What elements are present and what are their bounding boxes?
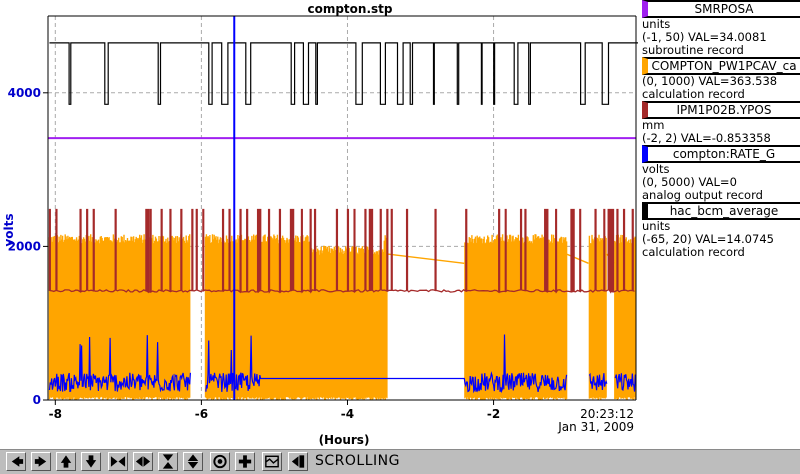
arrow-right-icon bbox=[34, 456, 47, 467]
config-button[interactable] bbox=[262, 452, 282, 471]
stop-button[interactable] bbox=[210, 452, 230, 471]
legend-pv-detail: analog output record bbox=[642, 188, 763, 202]
stop-icon bbox=[213, 454, 227, 469]
zoom-in-y-button[interactable] bbox=[158, 452, 178, 471]
legend-pv-detail: mm bbox=[642, 118, 665, 132]
series-ipm1p02b-ypos bbox=[48, 208, 635, 294]
legend-pv-name-button[interactable]: hac_bcm_average bbox=[642, 202, 800, 220]
legend-pv-detail: calculation record bbox=[642, 245, 745, 259]
y-tick-label: 2000 bbox=[8, 239, 41, 253]
zoom-out-x-button[interactable] bbox=[133, 452, 153, 471]
series-compton-pw1pcav bbox=[48, 234, 636, 401]
zoom-in-x-button[interactable] bbox=[108, 452, 128, 471]
legend-entry: COMPTON_PW1PCAV_ca (0, 1000) VAL=363.538 c… bbox=[638, 57, 800, 101]
legend-pv-detail: (-1, 50) VAL=34.0081 bbox=[642, 30, 767, 44]
legend-pv-detail: (0, 5000) VAL=0 bbox=[642, 175, 737, 189]
back-button[interactable] bbox=[288, 452, 308, 471]
y-tick-label: 4000 bbox=[8, 86, 41, 100]
zoom-in-y-icon bbox=[162, 454, 174, 469]
back-icon bbox=[291, 455, 305, 468]
arrow-left-button[interactable] bbox=[6, 452, 26, 471]
x-axis-ticks: -8 -6 -4 -2 bbox=[49, 400, 500, 421]
legend-pv-detail: units bbox=[642, 17, 671, 31]
legend-entry: compton:RATE_G volts (0, 5000) VAL=0 analog… bbox=[638, 145, 800, 202]
legend-pv-detail: subroutine record bbox=[642, 43, 744, 57]
date-label: Jan 31, 2009 bbox=[557, 420, 634, 434]
scroll-status: SCROLLING bbox=[315, 453, 400, 469]
arrow-right-button[interactable] bbox=[31, 452, 51, 471]
legend-pv-detail: (-2, 2) VAL=-0.853358 bbox=[642, 131, 771, 145]
legend-pv-detail: calculation record bbox=[642, 87, 745, 101]
plot-title: compton.stp bbox=[307, 2, 393, 16]
time-label: 20:23:12 bbox=[580, 407, 634, 421]
series-compton-rate-g bbox=[48, 334, 636, 394]
legend-pv-detail: volts bbox=[642, 162, 670, 176]
arrow-down-icon bbox=[85, 455, 97, 468]
x-tick-label: -2 bbox=[487, 407, 500, 421]
toolbar: SCROLLING bbox=[0, 449, 800, 474]
strip-chart-plot[interactable]: 0 2000 4000 -8 -6 -4 -2 volts (Hours) 20:23:1… bbox=[0, 0, 638, 449]
y-axis-label: volts bbox=[2, 213, 16, 246]
legend-pv-name-button[interactable]: SMRPOSA bbox=[642, 0, 800, 18]
x-tick-label: -4 bbox=[341, 407, 354, 421]
legend-pv-name-button[interactable]: IPM1P02B.YPOS bbox=[642, 101, 800, 119]
y-tick-label: 0 bbox=[33, 393, 41, 407]
add-button[interactable] bbox=[235, 452, 255, 471]
pv-legend: SMRPOSA units (-1, 50) VAL=34.0081 subrouti… bbox=[638, 0, 800, 259]
series-layer bbox=[48, 16, 638, 401]
legend-entry: IPM1P02B.YPOS mm (-2, 2) VAL=-0.853358 bbox=[638, 101, 800, 145]
zoom-in-x-icon bbox=[110, 456, 126, 467]
legend-pv-name-button[interactable]: COMPTON_PW1PCAV_ca bbox=[642, 57, 800, 75]
x-tick-label: -8 bbox=[49, 407, 62, 421]
legend-pv-detail: (-65, 20) VAL=14.0745 bbox=[642, 232, 774, 246]
arrow-left-icon bbox=[11, 456, 24, 467]
x-axis-label: (Hours) bbox=[319, 433, 370, 447]
config-icon bbox=[265, 455, 279, 468]
series-hac-bcm-average bbox=[49, 42, 638, 105]
legend-entry: SMRPOSA units (-1, 50) VAL=34.0081 subrouti… bbox=[638, 0, 800, 57]
zoom-out-x-icon bbox=[135, 456, 151, 467]
legend-pv-detail: units bbox=[642, 219, 671, 233]
arrow-up-button[interactable] bbox=[56, 452, 76, 471]
add-icon bbox=[238, 455, 252, 468]
y-axis-ticks: 0 2000 4000 bbox=[8, 86, 48, 407]
legend-pv-detail: (0, 1000) VAL=363.538 bbox=[642, 74, 778, 88]
x-tick-label: -6 bbox=[195, 407, 208, 421]
arrow-up-icon bbox=[60, 455, 72, 468]
legend-pv-name-button[interactable]: compton:RATE_G bbox=[642, 145, 800, 163]
zoom-out-y-button[interactable] bbox=[183, 452, 203, 471]
zoom-out-y-icon bbox=[187, 454, 199, 469]
arrow-down-button[interactable] bbox=[81, 452, 101, 471]
legend-entry: hac_bcm_average units (-65, 20) VAL=14.074… bbox=[638, 202, 800, 259]
